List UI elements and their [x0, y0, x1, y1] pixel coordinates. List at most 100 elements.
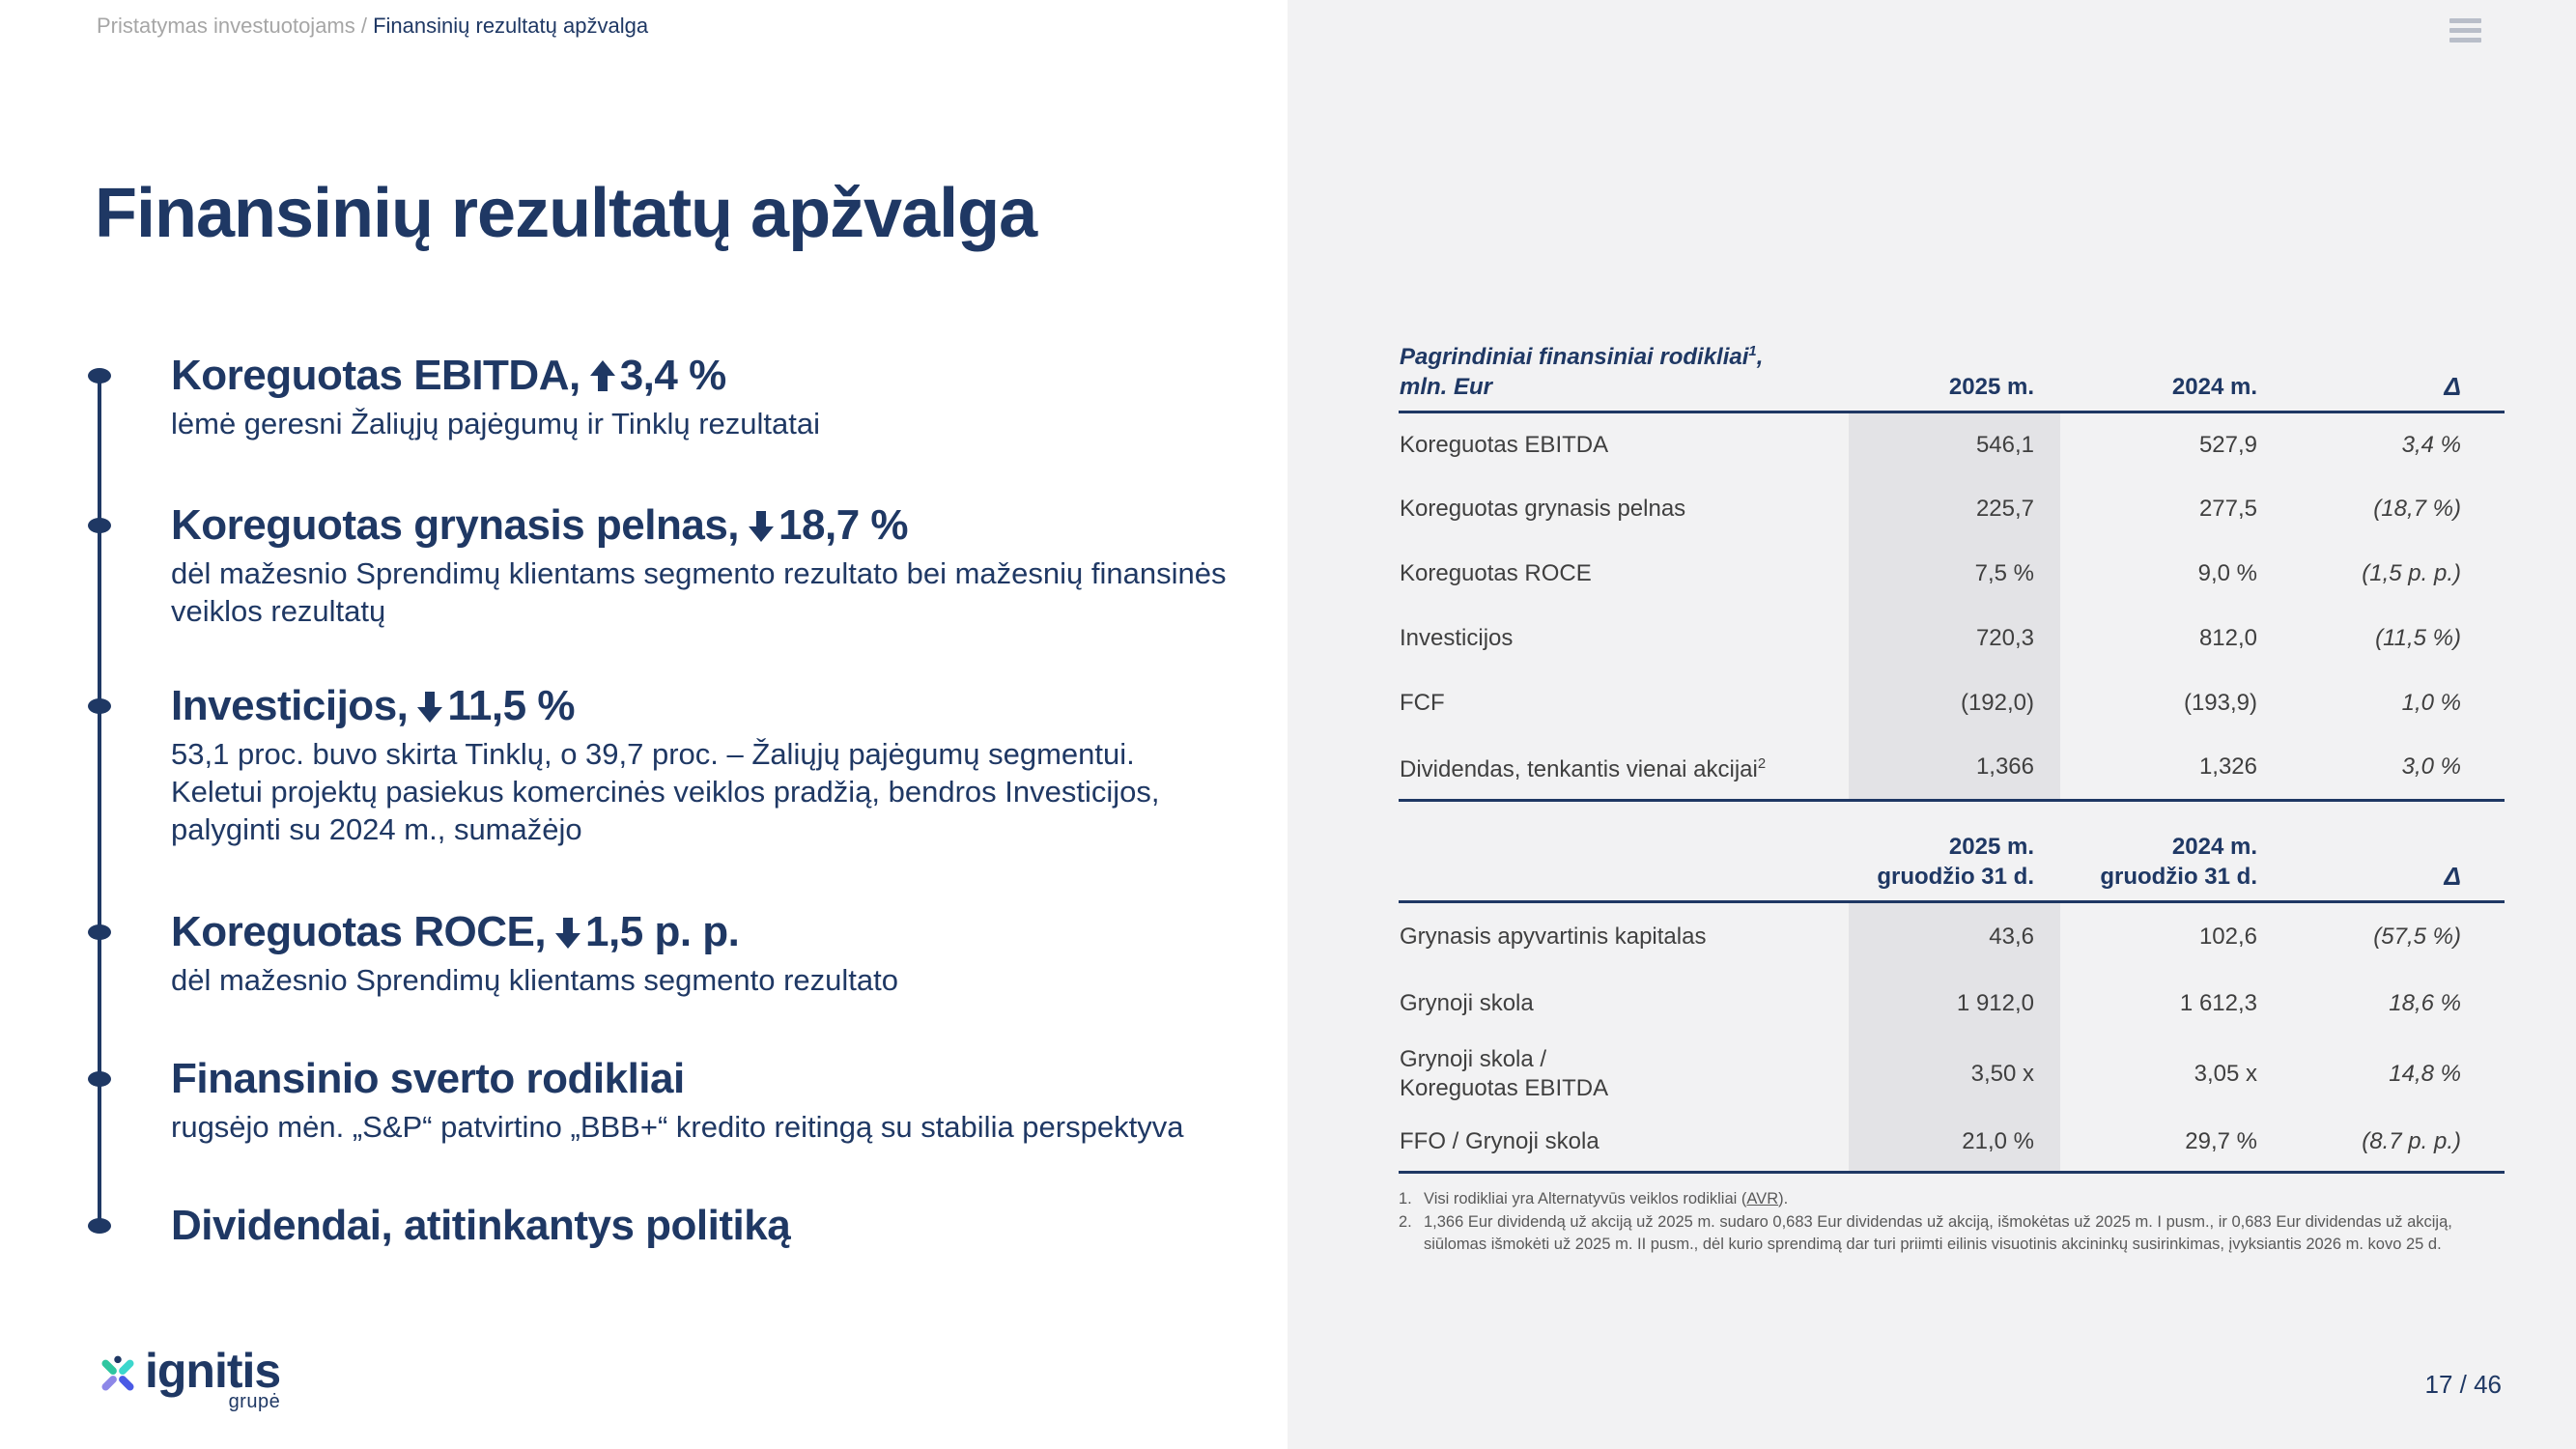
bullet-heading-text: Finansinio sverto rodikliai	[171, 1055, 685, 1102]
table-title-line2: mln. Eur	[1400, 374, 1493, 400]
col-header-line1: 2025 m.	[1948, 834, 2034, 860]
avr-link[interactable]: AVR	[1746, 1190, 1779, 1208]
row-label: Koreguotas grynasis pelnas	[1400, 496, 1686, 522]
page-title: Finansinių rezultatų apžvalga	[95, 175, 1037, 253]
bullet-heading-text: Investicijos,	[171, 682, 409, 729]
value-delta: (8.7 p. p.)	[2267, 1112, 2505, 1174]
row-label: Grynoji skola / Koreguotas EBITDA	[1399, 1036, 1849, 1113]
value-2025: 21,0 %	[1849, 1112, 2060, 1174]
bullet-heading: Koreguotas grynasis pelnas, 18,7 %	[171, 501, 1233, 550]
bullet-marker	[88, 368, 111, 384]
table-title-empty	[1399, 831, 1849, 903]
value-delta: (18,7 %)	[2373, 496, 2461, 522]
footnote: 1. Visi rodikliai yra Alternatyvūs veikl…	[1399, 1188, 2505, 1210]
bullet-heading: Koreguotas ROCE, 1,5 p. p.	[171, 908, 1233, 956]
value-2024: 527,9	[2198, 431, 2257, 458]
logo-text: ignitis grupė	[145, 1344, 281, 1413]
bullet-heading: Investicijos, 11,5 %	[171, 682, 1233, 730]
footnote-number: 1.	[1399, 1190, 1412, 1208]
bullet-heading-text: Dividendai, atitinkantys politiką	[171, 1202, 791, 1249]
value-2024: (193,9)	[2183, 690, 2257, 716]
bullet-heading: Finansinio sverto rodikliai	[171, 1055, 1233, 1103]
value-2024: 277,5	[2198, 496, 2257, 522]
value-2025: (192,0)	[1849, 670, 2060, 736]
bullet-body: lėmė geresni Žaliųjų pajėgumų ir Tinklų …	[171, 407, 820, 440]
bullet-marker	[88, 698, 111, 714]
table-row: Dividendas, tenkantis vienai akcijai2 1,…	[1399, 735, 2505, 802]
bullet-body: dėl mažesnio Sprendimų klientams segment…	[171, 556, 1227, 628]
logo-subtitle: grupė	[228, 1391, 281, 1412]
table-row: FFO / Grynoji skola 21,0 % 29,7 % (8.7 p…	[1399, 1112, 2505, 1174]
logo-brand: ignitis	[145, 1344, 281, 1398]
footnotes: 1. Visi rodikliai yra Alternatyvūs veikl…	[1399, 1188, 2505, 1256]
value-2024: 1,326	[2060, 735, 2267, 802]
footnote-text-pre: Visi rodikliai yra Alternatyvūs veiklos …	[1424, 1190, 1747, 1208]
row-label: Koreguotas EBITDA	[1400, 431, 1609, 458]
trend-arrow-icon	[749, 510, 775, 542]
table-row: FCF (192,0) (193,9) 1,0 %	[1399, 670, 2505, 736]
bullet-item: Investicijos, 11,5 % 53,1 proc. buvo skir…	[171, 682, 1233, 848]
row-label: Investicijos	[1400, 625, 1514, 651]
bullet-heading-text: Koreguotas ROCE,	[171, 908, 547, 955]
row-label: Dividendas, tenkantis vienai akcijai2	[1399, 735, 1849, 802]
bullet-heading-value: 3,4 %	[619, 352, 727, 399]
table-gap	[1399, 802, 2505, 831]
value-2025: 1,366	[1849, 735, 2060, 802]
breadcrumb: Pristatymas investuotojams / Finansinių …	[97, 14, 648, 39]
breadcrumb-current: Finansinių rezultatų apžvalga	[373, 14, 649, 38]
table-row: Koreguotas ROCE 7,5 % 9,0 % (1,5 p. p.)	[1399, 541, 2505, 607]
row-label: Koreguotas ROCE	[1400, 560, 1592, 586]
value-delta: 3,4 %	[2401, 431, 2461, 458]
value-2025: 720,3	[1849, 606, 2060, 671]
bullet-heading: Dividendai, atitinkantys politiką	[171, 1202, 1233, 1250]
footnote-text: Visi rodikliai yra Alternatyvūs veiklos …	[1424, 1188, 2505, 1210]
footnote-number: 2.	[1399, 1213, 1412, 1231]
timeline-line	[98, 376, 101, 1227]
page-number: 17 / 46	[2424, 1370, 2502, 1399]
breadcrumb-section[interactable]: Pristatymas investuotojams	[97, 14, 355, 38]
bullet-heading-text: Koreguotas EBITDA,	[171, 352, 580, 399]
table-title-footref: 1	[1748, 344, 1757, 359]
table-title-line1: Pagrindiniai finansiniai rodikliai	[1400, 344, 1749, 370]
value-2024: 1 612,3	[2179, 989, 2257, 1016]
value-delta: (1,5 p. p.)	[2362, 560, 2461, 586]
menu-icon[interactable]	[2449, 18, 2481, 47]
value-delta: 14,8 %	[2389, 1060, 2461, 1087]
col-header-line1: 2024 m.	[2171, 834, 2257, 860]
row-label: Grynasis apyvartinis kapitalas	[1400, 923, 1707, 951]
bullet-marker	[88, 1218, 111, 1234]
bullet-marker	[88, 1071, 111, 1087]
value-2025: 3,50 x	[1849, 1035, 2060, 1113]
row-label: FFO / Grynoji skola	[1399, 1112, 1849, 1174]
table-row: Investicijos 720,3 812,0 (11,5 %)	[1399, 606, 2505, 671]
trend-arrow-icon	[589, 360, 615, 392]
footnote-text: 1,366 Eur dividendą už akciją už 2025 m.…	[1424, 1213, 2452, 1253]
value-2025: 1 912,0	[1849, 971, 2060, 1036]
bullet-item: Dividendai, atitinkantys politiką	[171, 1202, 1233, 1250]
row-label: FCF	[1400, 690, 1445, 716]
menu-bar	[2449, 18, 2481, 23]
col-header-line2: gruodžio 31 d.	[1877, 864, 2034, 890]
value-2024: 9,0 %	[2197, 560, 2257, 586]
bullet-heading-value: 18,7 %	[778, 501, 909, 549]
table-row: Koreguotas grynasis pelnas 225,7 277,5 (…	[1399, 476, 2505, 542]
delta-header: Δ	[2267, 336, 2505, 413]
value-delta: (11,5 %)	[2375, 625, 2461, 651]
bullet-body: rugsėjo mėn. „S&P“ patvirtino „BBB+“ kre…	[171, 1110, 1184, 1144]
value-2025: 225,7	[1849, 476, 2060, 542]
value-2024: 102,6	[2198, 923, 2257, 951]
table-title: Pagrindiniai finansiniai rodikliai1, mln…	[1399, 336, 1849, 413]
footnote-text-post: ).	[1778, 1190, 1789, 1208]
table-row: Grynoji skola 1 912,0 1 612,3 18,6 %	[1399, 971, 2505, 1036]
value-delta: (57,5 %)	[2373, 923, 2461, 951]
table-title-comma: ,	[1756, 344, 1764, 370]
bullet-item: Finansinio sverto rodikliai rugsėjo mėn.…	[171, 1055, 1233, 1146]
bullet-item: Koreguotas EBITDA, 3,4 % lėmė geresni Žal…	[171, 352, 1233, 442]
bullet-heading-text: Koreguotas grynasis pelnas,	[171, 501, 740, 549]
col-header-2025: 2025 m. gruodžio 31 d.	[1849, 831, 2060, 903]
table-header-row: Pagrindiniai finansiniai rodikliai1, mln…	[1399, 336, 2505, 413]
table-row: Grynasis apyvartinis kapitalas 43,6 102,…	[1399, 901, 2505, 972]
value-delta: 18,6 %	[2389, 989, 2461, 1016]
value-2024: 29,7 %	[2060, 1112, 2267, 1174]
bullet-heading-value: 11,5 %	[447, 682, 575, 729]
